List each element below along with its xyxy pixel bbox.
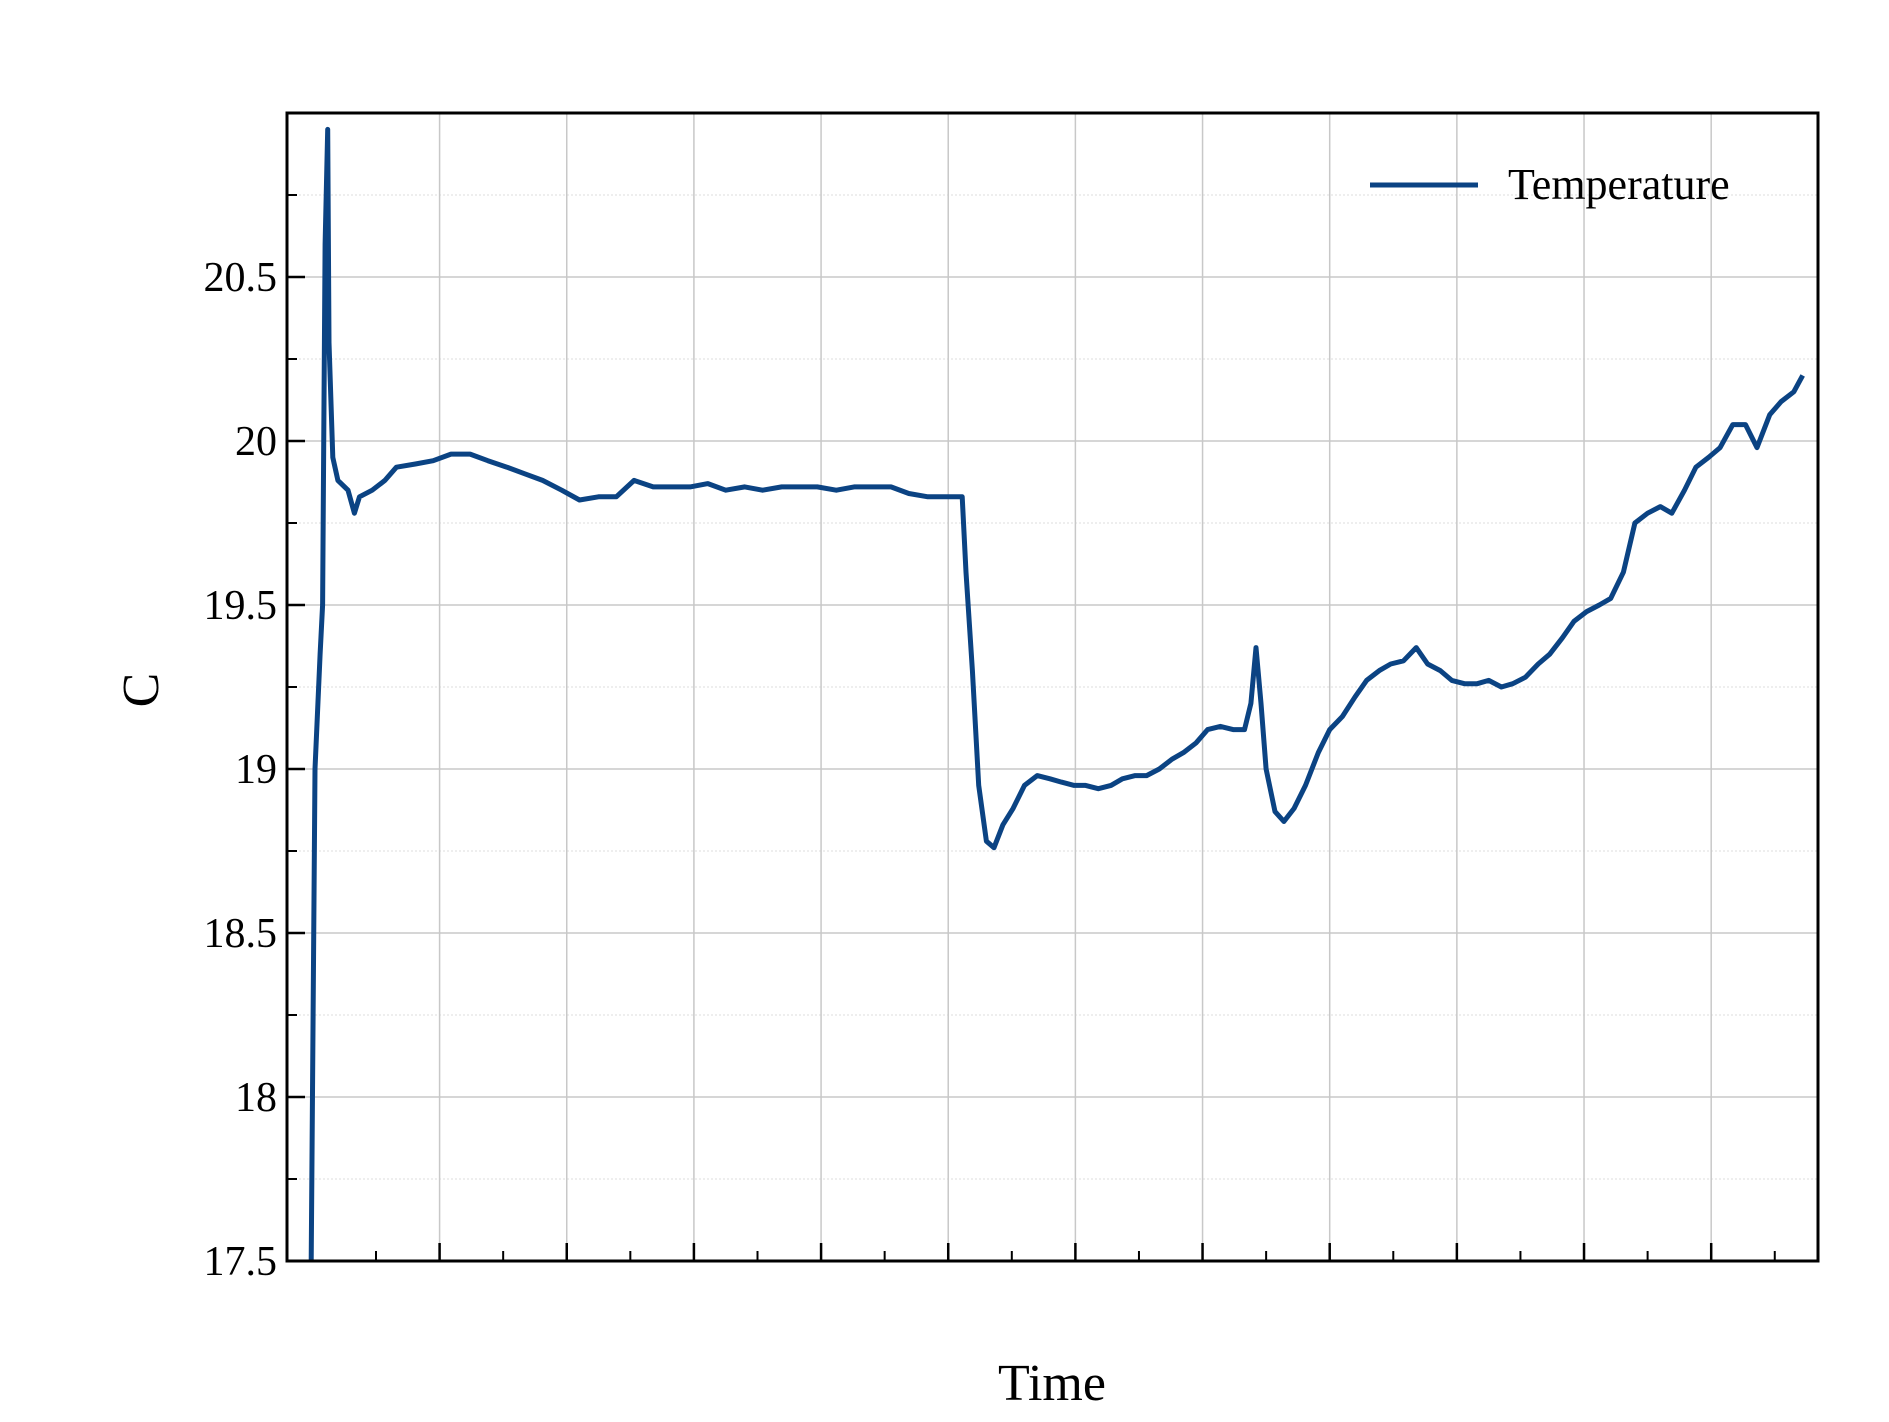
y-tick-label: 18.5 bbox=[204, 911, 278, 957]
y-axis-label: C bbox=[113, 673, 170, 708]
y-tick-label: 19 bbox=[235, 747, 277, 793]
y-tick-label: 19.5 bbox=[204, 583, 278, 629]
y-tick-label: 20.5 bbox=[204, 255, 278, 301]
y-tick-label: 17.5 bbox=[204, 1239, 278, 1285]
legend-label: Temperature bbox=[1508, 160, 1730, 209]
x-axis-label: Time bbox=[998, 1355, 1106, 1412]
plot-frame bbox=[285, 111, 1820, 1263]
y-tick-label: 20 bbox=[235, 419, 277, 465]
line bbox=[308, 126, 1805, 1262]
y-tick-label: 18 bbox=[235, 1075, 277, 1121]
